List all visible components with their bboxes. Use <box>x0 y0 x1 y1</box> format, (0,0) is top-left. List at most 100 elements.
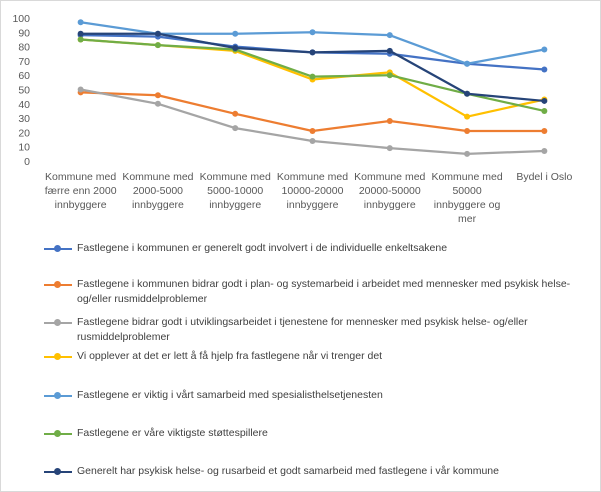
legend-label: Fastlegene bidrar godt i utviklingsarbei… <box>77 316 528 343</box>
x-category-label-line: færre enn 2000 <box>45 185 117 197</box>
data-point <box>386 72 393 79</box>
series-7 <box>77 30 548 104</box>
data-point <box>232 110 239 117</box>
legend-swatch <box>44 353 72 360</box>
x-category-label-line: innbyggere <box>364 199 416 211</box>
x-axis: Kommune med færre enn 2000 innbyggereKommu… <box>45 171 573 225</box>
y-tick-label: 0 <box>24 156 30 168</box>
legend-marker <box>54 281 61 288</box>
x-category-label-line: 2000-5000 <box>133 185 183 197</box>
x-category-label-line: Kommune med <box>277 171 348 183</box>
y-tick-label: 50 <box>18 85 30 97</box>
series-5 <box>77 19 548 67</box>
legend-swatch <box>44 468 72 475</box>
data-point <box>154 92 161 99</box>
series-layer <box>77 19 548 157</box>
x-category-label-line: Kommune med <box>354 171 425 183</box>
y-tick-label: 60 <box>18 70 30 82</box>
data-point <box>386 32 393 39</box>
x-category-label-line: Kommune med <box>45 171 116 183</box>
data-point <box>541 46 548 53</box>
data-point <box>232 125 239 132</box>
y-tick-label: 40 <box>18 99 30 111</box>
x-category-label-line: innbyggere <box>287 199 339 211</box>
series-line <box>79 91 546 133</box>
data-point <box>386 117 393 124</box>
data-point <box>77 30 84 37</box>
x-category-label-line: mer <box>458 213 477 225</box>
legend-marker <box>54 468 61 475</box>
legend-marker <box>54 245 61 252</box>
data-point <box>464 113 471 120</box>
data-point <box>309 29 316 36</box>
legend-swatch <box>44 245 72 252</box>
legend-label: Fastlegene er våre viktigste støttespill… <box>77 427 268 439</box>
data-point <box>309 49 316 56</box>
y-axis: 0 10 20 30 40 50 60 70 80 90 100 <box>12 13 30 168</box>
data-point <box>464 127 471 134</box>
x-category-label: Kommune med 5000-10000 innbyggere <box>200 171 271 211</box>
legend-marker <box>54 319 61 326</box>
series-line <box>79 21 546 65</box>
x-category-label-line: 50000 <box>452 185 481 197</box>
y-tick-label: 80 <box>18 42 30 54</box>
data-point <box>309 73 316 80</box>
y-tick-label: 20 <box>18 127 30 139</box>
legend-label: Generelt har psykisk helse- og rusarbeid… <box>77 465 499 477</box>
x-category-label-line: 20000-50000 <box>359 185 421 197</box>
x-category-label-line: Kommune med <box>431 171 502 183</box>
data-point <box>464 60 471 67</box>
x-category-label-line: innbyggere <box>55 199 107 211</box>
data-point <box>386 47 393 54</box>
legend-marker <box>54 430 61 437</box>
legend-label: Vi opplever at det er lett å få hjelp fr… <box>77 350 383 362</box>
x-category-label: Kommune med 10000-20000 innbyggere <box>277 171 348 211</box>
x-category-label: Kommune med færre enn 2000 innbyggere <box>45 171 117 211</box>
data-point <box>77 19 84 26</box>
data-point <box>541 66 548 73</box>
series-line <box>79 88 546 155</box>
legend-swatch <box>44 281 72 288</box>
data-point <box>541 127 548 134</box>
x-category-label-line: Kommune med <box>200 171 271 183</box>
series-3 <box>77 86 548 157</box>
data-point <box>464 150 471 157</box>
data-point <box>309 127 316 134</box>
x-category-label: Kommune med 2000-5000 innbyggere <box>122 171 193 211</box>
data-point <box>386 145 393 152</box>
legend-swatch <box>44 392 72 399</box>
data-point <box>541 147 548 154</box>
x-category-label: Kommune med 50000 innbyggere og mer <box>431 171 502 225</box>
x-category-label-line: Bydel i Oslo <box>516 171 572 183</box>
x-category-label: Kommune med 20000-50000 innbyggere <box>354 171 425 211</box>
data-point <box>541 97 548 104</box>
legend-label: Fastlegene i kommunen bidrar godt i plan… <box>77 278 571 305</box>
y-tick-label: 90 <box>18 27 30 39</box>
legend-swatch <box>44 319 72 326</box>
data-point <box>154 100 161 107</box>
y-tick-label: 70 <box>18 56 30 68</box>
data-point <box>154 42 161 49</box>
x-category-label-line: Kommune med <box>122 171 193 183</box>
data-point <box>309 137 316 144</box>
y-tick-label: 30 <box>18 113 30 125</box>
legend-marker <box>54 392 61 399</box>
x-category-label-line: 10000-20000 <box>282 185 344 197</box>
legend-marker <box>54 353 61 360</box>
x-category-label-line: innbyggere <box>132 199 184 211</box>
data-point <box>464 90 471 97</box>
data-point <box>232 45 239 52</box>
data-point <box>541 107 548 114</box>
x-category-label: Bydel i Oslo <box>516 171 572 183</box>
x-category-label-line: 5000-10000 <box>207 185 263 197</box>
x-category-label-line: innbyggere <box>209 199 261 211</box>
legend-label: Fastlegene er viktig i vårt samarbeid me… <box>77 389 383 401</box>
data-point <box>232 30 239 37</box>
data-point <box>154 30 161 37</box>
series-2 <box>77 89 548 134</box>
legend-label: Fastlegene i kommunen er generelt godt i… <box>77 242 448 254</box>
legend-swatch <box>44 430 72 437</box>
x-category-label-line: innbyggere og <box>434 199 501 211</box>
